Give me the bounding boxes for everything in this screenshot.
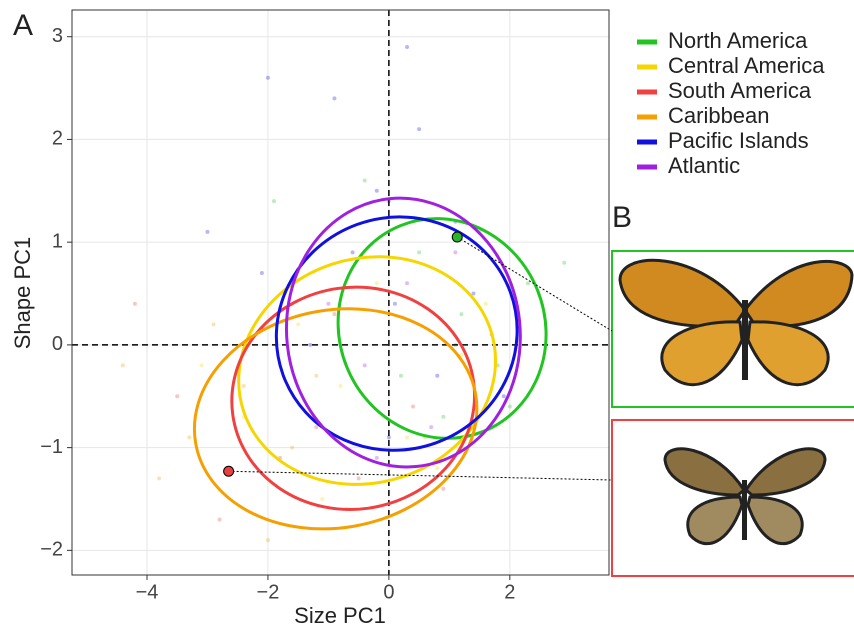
scatter-point: [265, 75, 270, 80]
scatter-point: [501, 394, 506, 399]
scatter-point: [362, 363, 367, 368]
butterfly-image: [618, 258, 854, 387]
scatter-point: [217, 517, 222, 522]
legend-label: Atlantic: [668, 153, 740, 178]
scatter-point: [398, 373, 403, 378]
scatter-point: [374, 188, 379, 193]
x-tick-label: −4: [136, 581, 159, 603]
scatter-point: [290, 445, 295, 450]
scatter-point: [265, 538, 270, 543]
scatter-point: [453, 250, 458, 255]
scatter-point: [562, 260, 567, 265]
scatter-point: [356, 476, 361, 481]
butterfly-image: [663, 447, 827, 546]
scatter-point: [326, 301, 331, 306]
highlight-point: [451, 231, 463, 243]
scatter-point: [386, 435, 391, 440]
scatter-point: [132, 301, 137, 306]
scatter-point: [350, 250, 355, 255]
scatter-point: [405, 435, 410, 440]
confidence-ellipse: [237, 255, 498, 486]
scatter-point: [362, 178, 367, 183]
scatter-point: [187, 435, 192, 440]
scatter-point: [374, 455, 379, 460]
y-tick-label: 1: [52, 230, 63, 252]
x-axis-label: Size PC1: [294, 603, 386, 628]
scatter-point: [320, 496, 325, 501]
scatter-point: [211, 322, 216, 327]
scatter-point: [199, 363, 204, 368]
scatter-point: [296, 322, 301, 327]
scatter-point: [483, 301, 488, 306]
scatter-point: [471, 291, 476, 296]
plot-area: [72, 10, 609, 575]
scatter-point: [435, 466, 440, 471]
scatter-point: [392, 301, 397, 306]
scatter-point: [308, 342, 313, 347]
scatter-point: [405, 44, 410, 49]
scatter-point: [314, 373, 319, 378]
scatter-point: [205, 229, 210, 234]
plot-background: [72, 10, 609, 575]
x-tick-label: 0: [383, 581, 394, 603]
scatter-point: [332, 96, 337, 101]
highlight-point: [223, 465, 235, 477]
y-tick-label: 3: [52, 25, 63, 47]
scatter-point: [429, 425, 434, 430]
y-axis-label: Shape PC1: [10, 237, 35, 350]
scatter-point: [417, 250, 422, 255]
scatter-point: [338, 383, 343, 388]
legend-label: Pacific Islands: [668, 128, 809, 153]
x-tick-label: −2: [257, 581, 280, 603]
scatter-point: [441, 414, 446, 419]
scatter-point: [120, 363, 125, 368]
x-tick-label: 2: [504, 581, 515, 603]
plot-frame: [71, 9, 610, 576]
panel-label: B: [612, 201, 632, 234]
scatter-point: [441, 486, 446, 491]
scatter-point: [417, 127, 422, 132]
scatter-point: [435, 373, 440, 378]
scatter-point: [507, 404, 512, 409]
scatter-point: [525, 281, 530, 286]
scatter-point: [405, 281, 410, 286]
scatter-point: [259, 270, 264, 275]
legend-label: Caribbean: [668, 103, 770, 128]
y-tick-label: 2: [52, 128, 63, 150]
scatter-point: [459, 312, 464, 317]
scatter-point: [374, 281, 379, 286]
confidence-ellipse: [192, 307, 479, 531]
y-tick-label: 0: [52, 333, 63, 355]
y-tick-label: −1: [40, 436, 63, 458]
confidence-ellipse: [284, 196, 522, 469]
y-tick-label: −2: [40, 539, 63, 561]
legend-label: Central America: [668, 53, 825, 78]
scatter-point: [241, 383, 246, 388]
legend-label: North America: [668, 28, 808, 53]
scatter-point: [332, 312, 337, 317]
confidence-ellipse: [274, 215, 519, 452]
scatter-point: [271, 199, 276, 204]
panel-label: A: [13, 9, 33, 42]
scatter-point: [411, 404, 416, 409]
scatter-point: [175, 394, 180, 399]
scatter-point: [157, 476, 162, 481]
legend-label: South America: [668, 78, 812, 103]
scatter-point: [314, 425, 319, 430]
